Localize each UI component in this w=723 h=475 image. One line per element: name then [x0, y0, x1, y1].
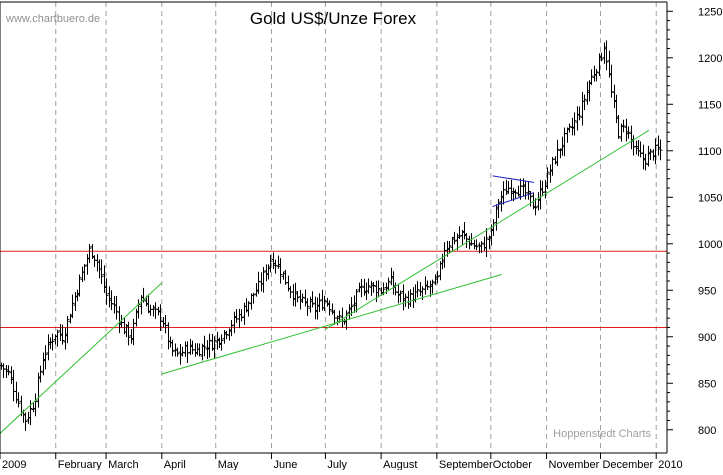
y-tick-label: 950	[698, 285, 716, 297]
credit-label: Hoppenstedt Charts	[553, 428, 651, 440]
y-tick-label: 900	[698, 332, 716, 344]
y-tick-label: 850	[698, 378, 716, 390]
trend-line	[325, 129, 650, 330]
y-tick-label: 1200	[698, 53, 722, 65]
x-tick-label: August	[383, 459, 417, 470]
y-tick-label: 1100	[698, 146, 722, 158]
x-tick-label: March	[108, 459, 139, 470]
trend-line	[492, 175, 535, 183]
x-tick-label: July	[327, 459, 347, 470]
x-tick-label: December	[602, 459, 653, 470]
grid	[0, 2, 657, 453]
trend-lines	[0, 129, 650, 434]
x-tick-label: October	[493, 459, 532, 470]
y-tick-label: 1250	[698, 6, 722, 18]
chart-title: Gold US$/Unze Forex	[250, 9, 417, 28]
watermark: www.chartbuero.de	[5, 13, 100, 25]
x-tick-label: June	[273, 459, 297, 470]
x-tick-label: May	[218, 459, 239, 470]
y-tick-label: 1000	[698, 239, 722, 251]
x-axis-ticks: 2009 February March April May June July August S…	[0, 453, 683, 471]
price-bars	[0, 40, 663, 432]
y-tick-label: 1050	[698, 192, 722, 204]
x-tick-label: April	[164, 459, 186, 470]
x-tick-label: 2009	[2, 459, 26, 470]
x-tick-label: September	[439, 459, 493, 470]
trend-line	[492, 192, 535, 208]
trend-line	[161, 273, 502, 375]
horizontal-resistance-lines	[0, 250, 667, 328]
x-tick-label: November	[549, 459, 600, 470]
axes	[0, 1, 668, 454]
trend-line	[0, 282, 163, 434]
x-tick-label: 2010	[658, 459, 682, 470]
x-tick-label: February	[58, 459, 103, 470]
y-axis-ticks: 800 850 900 950 1000 1050 1100 1150 1200 1250	[667, 6, 722, 437]
y-tick-label: 1150	[698, 99, 722, 111]
y-tick-label: 800	[698, 425, 716, 437]
